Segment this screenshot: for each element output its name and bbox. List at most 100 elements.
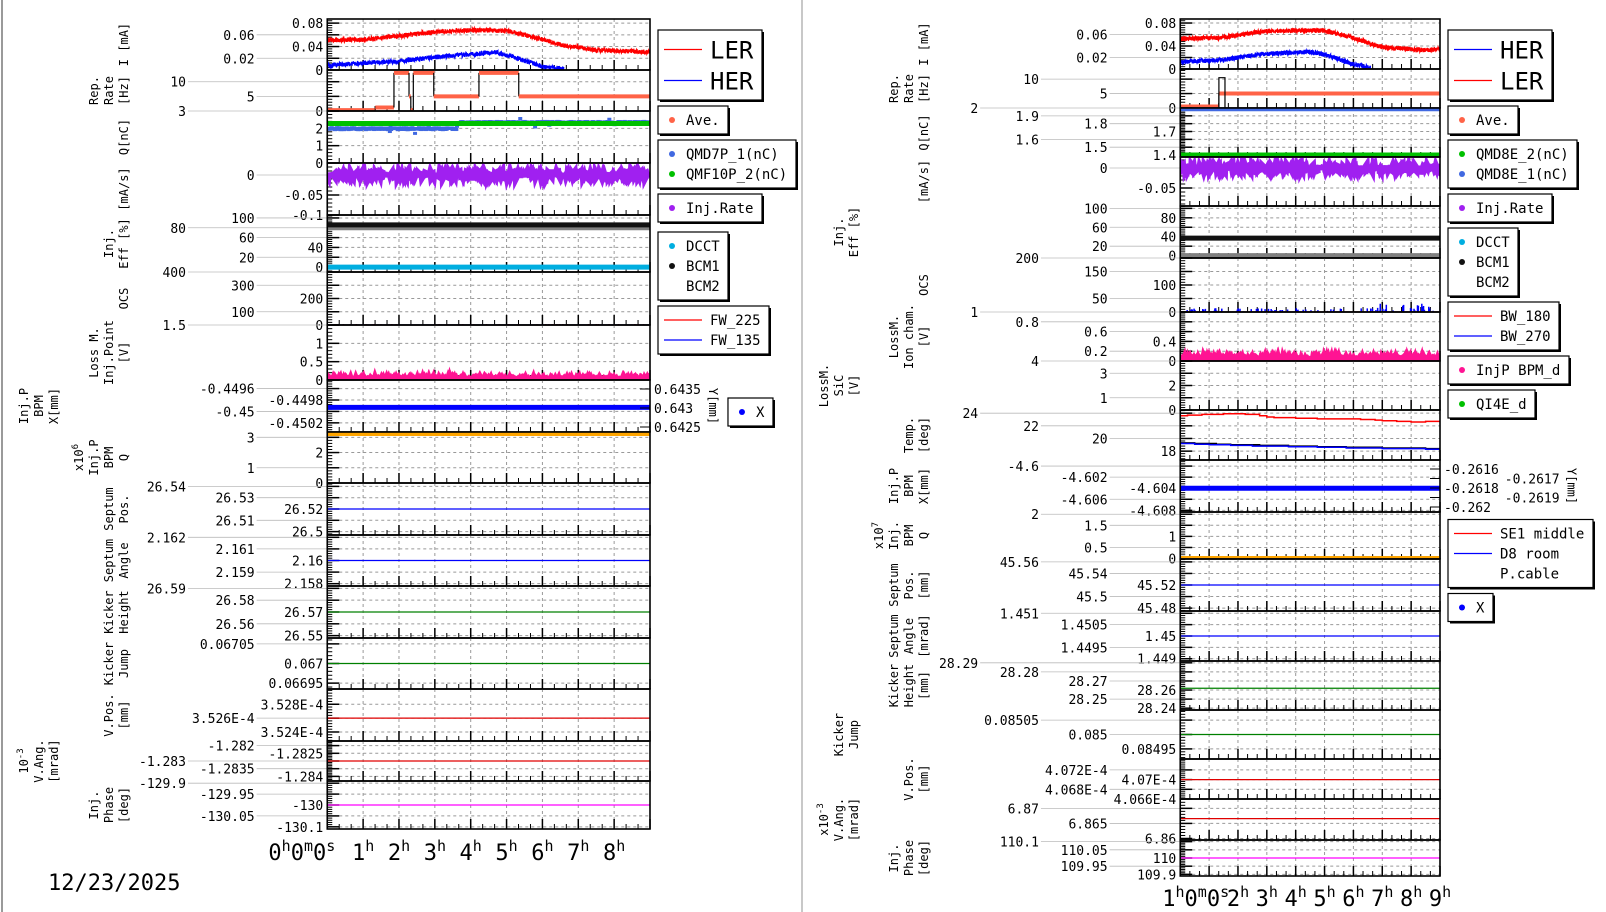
legend-dot-marker (669, 171, 675, 177)
y-tick-label: 28.27 (1068, 675, 1107, 690)
y-tick-label: 3 (178, 105, 186, 120)
y-tick-label: 28.24 (1137, 702, 1176, 717)
series-group (1180, 413, 1440, 450)
legend-entry-label: DCCT (1476, 235, 1510, 251)
y-axis-label: SiC (832, 375, 846, 397)
y-axis-label: Inj.P (17, 388, 31, 424)
axis-multiplier: 10-3 (16, 748, 31, 773)
x-tick-label: 1h0m0s (1162, 883, 1229, 912)
y-tick-label: 1.5 (1084, 519, 1107, 534)
legend-box (1447, 193, 1553, 223)
legend-box (1447, 592, 1494, 623)
y-tick-label: 18 (1161, 445, 1177, 460)
y-axis-label: Jump (847, 720, 861, 749)
y-tick-label: 1.451 (1000, 607, 1039, 622)
y-tick-label: 2 (315, 447, 323, 462)
subplot-kicker-jump: 0.06695 0.067 0.06705 Kicker Jump (102, 637, 651, 692)
y-axis-label: Kicker (102, 590, 116, 633)
y-tick-label: 0.8 (1015, 316, 1038, 331)
series-ler (1180, 27, 1440, 55)
time-unit-superscript: h (1356, 883, 1365, 901)
y-tick-label: 6.86 (1145, 832, 1176, 847)
y-tick-label: -0.1 (292, 209, 323, 224)
legend-5: BW_180 BW_270 (1447, 301, 1561, 352)
y-tick-label: 2.16 (292, 555, 323, 570)
legend-dot-marker (1459, 367, 1465, 373)
y-tick-label: 4.072E-4 (1045, 764, 1108, 779)
y-tick-label: 26.5 (292, 526, 323, 541)
legend-box (657, 305, 770, 355)
legend-3: Inj.Rate (657, 193, 764, 224)
y-axis-label: Inj. (832, 218, 846, 247)
y-tick-label: 1.9 (1015, 110, 1038, 125)
y-axis-label: I [mA] (917, 22, 931, 65)
series-her (327, 48, 565, 70)
series-inj-rate (327, 163, 650, 191)
y-axis-label: [deg] (117, 787, 131, 823)
legend-entry-label: LER (710, 37, 754, 65)
y-tick-label: -130.05 (200, 810, 255, 825)
series-group (327, 70, 650, 111)
x-tick-label: 4h (1285, 883, 1307, 912)
y-tick-label: -1.282 (208, 740, 255, 755)
y-tick-label: 1.5 (1084, 141, 1107, 156)
y-axis-label: Septum (102, 539, 116, 582)
legend-entry-label: X (756, 405, 765, 421)
y-axis-label: Rate (902, 74, 916, 103)
legend-dot-marker (669, 205, 675, 211)
y-tick-label: -4.602 (1061, 471, 1108, 486)
y-tick-label: 2 (315, 122, 323, 137)
time-value: 6 (1342, 887, 1355, 912)
y-tick-label: 3 (247, 431, 255, 446)
y-tick-label: 0.067 (284, 658, 323, 673)
time-value: 8 (1400, 887, 1413, 912)
plot-frame (326, 688, 651, 742)
y-tick-label: 20 (1092, 432, 1108, 447)
y-axis-label: [V] (847, 375, 861, 397)
y-axis-label: Rep. (87, 76, 101, 105)
subplot-septum-pos-mm-: 45.48 45.5 45.52 45.54 45.56 Septum Pos. [mm] (887, 556, 1441, 617)
multiplier-exponent: 6 (71, 444, 81, 449)
legend-4: DCCT BCM1 BCM2 (657, 231, 730, 302)
y-tick-label: 0 (1168, 404, 1176, 419)
plot-frame (1179, 660, 1441, 711)
y-tick-label: -4.6 (1008, 460, 1039, 475)
y-tick-label: 100 (1084, 202, 1107, 217)
y-tick-label: 50 (1092, 293, 1108, 308)
time-unit-superscript: h (545, 837, 554, 855)
series-qmd7p-1-nc--point (413, 131, 418, 135)
y-axis-label: Septum (887, 563, 901, 606)
y-tick-label: 0 (1168, 63, 1176, 78)
y-tick-label: 0 (315, 105, 323, 120)
y-axis-label: [mA/s] (917, 160, 931, 203)
y-axis-label: Rep. (887, 74, 901, 103)
subplot-septum-pos-: 26.5 26.51 26.52 26.53 26.54 Septum Pos. (102, 480, 651, 541)
legend-entry-label: QMD8E_1(nC) (1476, 167, 1569, 183)
legend-1: Ave. (1447, 105, 1520, 136)
time-value: 7 (1371, 887, 1384, 912)
time-unit-superscript: h (401, 837, 410, 855)
legend-3: Inj.Rate (1447, 193, 1554, 224)
legend-entry-label: FW_225 (710, 313, 761, 329)
subplot-lossm-sic-v-: 0 1 2 3 4 LossM. SiC [V] (817, 355, 1441, 419)
y-tick-label: 40 (308, 241, 324, 256)
y-axis-label: [mm] (917, 571, 931, 600)
legend-box (657, 29, 763, 101)
y-axis-label: Height (117, 590, 131, 633)
y-axis-label: [mrad] (47, 739, 61, 782)
right-axis-tick-label: 0.6425 (654, 421, 701, 436)
legend-dot-marker (669, 117, 675, 123)
x-tick-label: 1h (352, 837, 374, 866)
y-tick-label: 4.066E-4 (1114, 793, 1177, 808)
y-tick-label: -0.4498 (268, 394, 323, 409)
plot-frame (326, 431, 651, 484)
y-tick-label: 1 (970, 306, 978, 321)
y-tick-label: 0.085 (1068, 729, 1107, 744)
y-tick-label: 1.449 (1137, 653, 1176, 668)
y-tick-label: 1 (315, 337, 323, 352)
y-axis-label: Eff [%] (117, 218, 131, 269)
y-tick-label: 80 (170, 222, 186, 237)
axis-multiplier: x106 (71, 444, 86, 471)
y-tick-label: 100 (231, 212, 254, 227)
y-axis-label: BPM (102, 447, 116, 469)
